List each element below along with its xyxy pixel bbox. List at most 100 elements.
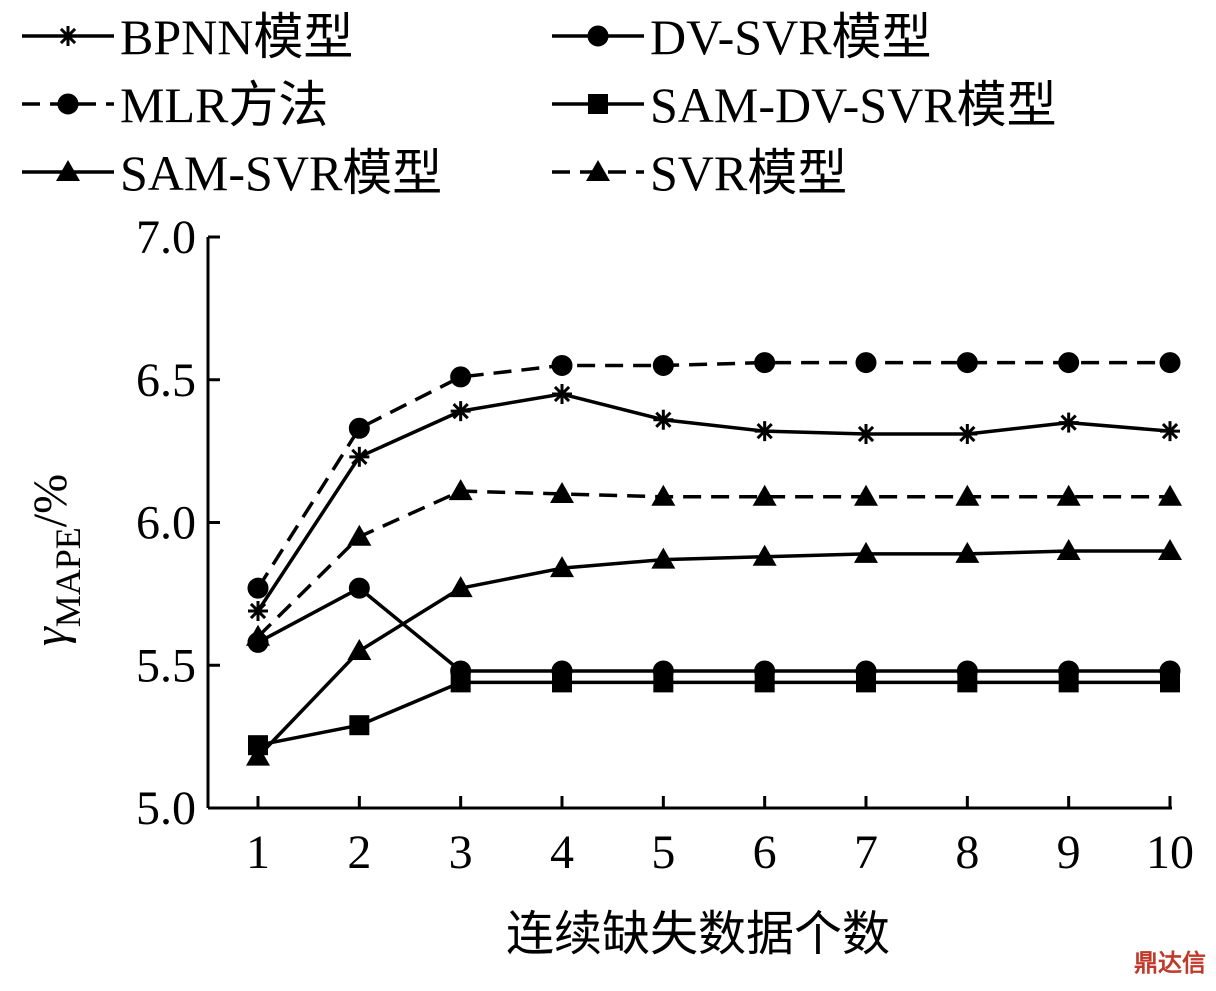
x-tick-label: 3: [449, 826, 473, 879]
data-point: [651, 484, 676, 506]
series-line: [256, 489, 1170, 638]
data-point: [349, 446, 370, 467]
legend-item: DV-SVR模型: [552, 9, 932, 65]
data-point: [653, 409, 674, 430]
series-6: [246, 479, 1182, 646]
x-tick-label: 8: [955, 826, 979, 879]
y-tick-label: 5.0: [136, 782, 196, 835]
data-point: [347, 638, 372, 660]
data-point: [1058, 412, 1079, 433]
data-point: [550, 556, 574, 578]
x-tick-label: 1: [246, 826, 270, 879]
data-point: [1160, 672, 1180, 693]
data-point: [956, 352, 978, 374]
x-axis-label: 连续缺失数据个数: [506, 908, 890, 961]
data-point: [246, 744, 270, 766]
data-point: [552, 672, 572, 693]
legend-item: MLR方法: [22, 77, 328, 133]
data-point: [1158, 484, 1182, 506]
series-line: [256, 392, 1171, 612]
y-axis-label-base: γ: [24, 626, 77, 646]
x-tick-label: 10: [1146, 826, 1194, 879]
data-point: [752, 544, 777, 566]
data-point: [955, 484, 980, 506]
data-point: [247, 577, 269, 599]
axis-labels: 连续缺失数据个数 γMAPE/%: [24, 474, 890, 961]
data-point: [855, 352, 877, 374]
y-tick-label: 6.0: [136, 497, 196, 550]
series-2: [247, 577, 1181, 682]
data-point: [450, 401, 471, 422]
series-layer: [246, 352, 1182, 766]
data-point: [550, 481, 574, 503]
data-point: [349, 715, 370, 736]
watermark-logo: 鼎达信: [1134, 949, 1206, 977]
series-line: [256, 360, 1170, 590]
legend-label: SAM-SVR模型: [120, 145, 442, 201]
x-tick-label: 5: [651, 826, 675, 879]
data-point: [955, 541, 980, 563]
data-point: [1159, 352, 1181, 374]
data-point: [1058, 672, 1079, 693]
data-point: [448, 576, 473, 598]
legend-marker: [58, 26, 78, 46]
data-point: [347, 524, 372, 546]
data-point: [957, 672, 978, 693]
data-point: [1056, 539, 1081, 561]
legend: BPNN模型 DV-SVR模型 MLR方法 SAM-DV-SVR模型 SAM-SVR模型…: [22, 9, 1057, 201]
data-point: [552, 384, 572, 405]
data-point: [754, 421, 775, 442]
data-point: [551, 354, 573, 376]
data-point: [652, 354, 674, 376]
data-point: [348, 577, 370, 599]
series-line: [257, 680, 1170, 747]
x-tick-label: 9: [1057, 826, 1081, 879]
series-5: [246, 539, 1182, 766]
series-1: [248, 384, 1180, 622]
data-point: [1056, 484, 1081, 506]
legend-label: SVR模型: [650, 145, 847, 201]
series-4: [248, 672, 1180, 756]
legend-marker: [57, 93, 79, 115]
data-point: [246, 624, 270, 646]
data-point: [854, 541, 878, 563]
svg-text:γMAPE/%: γMAPE/%: [24, 474, 88, 646]
legend-label: DV-SVR模型: [650, 9, 932, 65]
data-point: [248, 601, 268, 622]
data-point: [754, 672, 775, 693]
y-tick-label: 5.5: [136, 639, 196, 692]
legend-label: SAM-DV-SVR模型: [650, 77, 1057, 133]
y-tick-label: 6.5: [136, 354, 196, 407]
x-tick-label: 4: [550, 826, 574, 879]
legend-label: BPNN模型: [120, 9, 353, 65]
series-3: [247, 352, 1181, 599]
y-tick-label: 7.0: [136, 211, 196, 264]
data-point: [651, 547, 676, 569]
data-point: [1058, 352, 1080, 374]
data-point: [450, 366, 472, 388]
legend-item: SAM-DV-SVR模型: [552, 77, 1057, 133]
data-point: [1158, 539, 1182, 561]
legend-marker: [586, 160, 610, 181]
series-line: [256, 549, 1170, 758]
series-line: [257, 586, 1170, 673]
legend-item: SVR模型: [552, 145, 847, 201]
legend-item: SAM-SVR模型: [22, 145, 442, 201]
data-point: [1160, 421, 1180, 442]
legend-label: MLR方法: [120, 77, 328, 133]
data-point: [957, 423, 978, 444]
x-tick-label: 7: [854, 826, 878, 879]
data-point: [448, 479, 473, 501]
data-point: [752, 484, 777, 506]
legend-item: BPNN模型: [22, 9, 353, 65]
axes: 5.0 5.5 6.0 6.5 7.0 1 2 3 4 5 6 7 8 9 10: [136, 211, 1194, 879]
data-point: [450, 672, 471, 693]
legend-marker: [56, 160, 80, 181]
y-axis-label-unit: /%: [24, 474, 77, 527]
data-point: [754, 352, 776, 374]
data-point: [348, 417, 370, 439]
data-point: [653, 672, 674, 693]
legend-marker: [587, 25, 609, 47]
